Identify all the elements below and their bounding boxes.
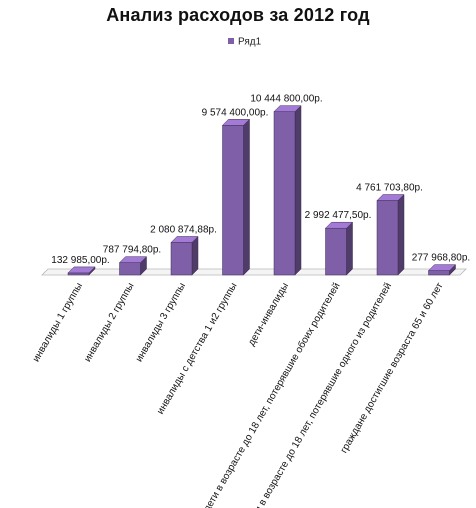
x-tick-label: инвалиды 1 группы bbox=[31, 281, 85, 364]
bar-front bbox=[119, 262, 141, 276]
data-label: 2 080 874,88р. bbox=[150, 224, 217, 235]
data-labels-group: 132 985,00р.787 794,80р. 2 080 874,88р. 9 … bbox=[51, 94, 470, 266]
bar-side bbox=[191, 235, 199, 276]
bar-front bbox=[273, 111, 296, 276]
bar-top bbox=[324, 221, 354, 229]
bar bbox=[221, 118, 251, 276]
data-label: 2 992 477,50р. bbox=[305, 210, 372, 221]
bar bbox=[170, 235, 199, 276]
chart-title: Анализ расходов за 2012 год bbox=[106, 5, 370, 25]
bar-top bbox=[273, 105, 302, 112]
bar-top bbox=[427, 264, 457, 271]
bar-side bbox=[243, 118, 250, 276]
bar bbox=[273, 105, 302, 276]
bar-front bbox=[222, 125, 244, 276]
bar-front bbox=[428, 270, 450, 276]
bar-side bbox=[346, 221, 353, 276]
bar-top bbox=[67, 266, 96, 274]
data-label: 787 794,80р. bbox=[103, 245, 161, 256]
data-label: 9 574 400,00р. bbox=[202, 107, 269, 118]
bars-group bbox=[67, 105, 457, 276]
bar-top bbox=[221, 119, 251, 126]
x-tick-label: дети-инвалиды bbox=[246, 281, 291, 348]
bar-top bbox=[170, 236, 199, 243]
x-tick-label: инвалиды 3 группы bbox=[134, 281, 188, 364]
bar-front bbox=[67, 272, 90, 276]
bar bbox=[376, 193, 405, 276]
bar bbox=[427, 264, 457, 276]
bar-front bbox=[170, 242, 193, 276]
x-tick-label: инвалиды 2 группы bbox=[82, 281, 136, 364]
bar-front bbox=[376, 200, 399, 276]
bar bbox=[118, 256, 148, 276]
bar-top bbox=[376, 194, 405, 201]
bar bbox=[67, 266, 96, 276]
bar bbox=[324, 221, 354, 276]
legend: Ряд1 bbox=[228, 37, 262, 48]
bar-top bbox=[118, 256, 148, 263]
bar-side bbox=[397, 193, 405, 276]
legend-swatch bbox=[228, 38, 234, 44]
data-label: 10 444 800,00р. bbox=[250, 94, 322, 105]
data-label: 4 761 703,80р. bbox=[356, 183, 423, 194]
chart-floor bbox=[41, 268, 467, 276]
data-label: 277 968,80р. bbox=[412, 253, 470, 264]
legend-label: Ряд1 bbox=[238, 37, 262, 48]
x-tick-label: граждане достигшие возраста 65 и 60 лет bbox=[339, 281, 446, 456]
data-label: 132 985,00р. bbox=[51, 255, 109, 266]
bar-front bbox=[325, 227, 347, 276]
bar-side bbox=[294, 105, 302, 276]
chart-floor-plane bbox=[41, 268, 467, 276]
